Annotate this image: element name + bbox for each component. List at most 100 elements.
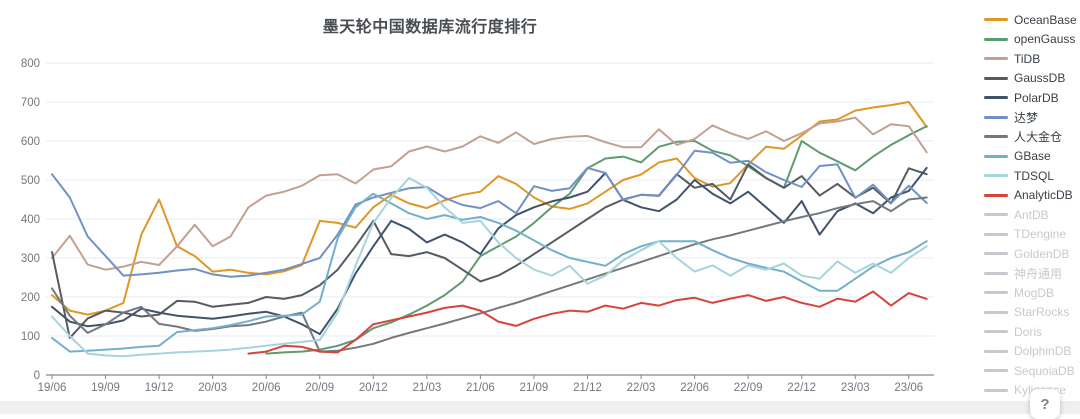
legend-item-PolarDB[interactable]: PolarDB	[984, 88, 1080, 108]
legend-label: StarRocks	[1014, 305, 1070, 320]
legend-item-TDengine[interactable]: TDengine	[984, 225, 1080, 245]
popularity-line-chart: 墨天轮中国数据库流行度排行 0 100 200 300 400 500 600 700 800 1…	[21, 19, 934, 394]
legend-item-GBase[interactable]: GBase	[984, 147, 1080, 167]
legend-label: GoldenDB	[1014, 246, 1070, 261]
legend-item-Doris[interactable]: Doris	[984, 322, 1080, 342]
x-axis-tick-label: 22/06	[680, 382, 709, 394]
legend-label: OceanBase	[1014, 12, 1077, 27]
legend-label: MogDB	[1014, 285, 1055, 300]
legend-label: DolphinDB	[1014, 344, 1072, 359]
legend-item-OceanBase[interactable]: OceanBase	[984, 10, 1080, 30]
legend-swatch	[984, 349, 1008, 353]
x-axis-tick-label: 20/12	[359, 382, 388, 394]
legend-swatch	[984, 154, 1008, 158]
legend-swatch	[984, 174, 1008, 178]
legend-item-神舟通用[interactable]: 神舟通用	[984, 264, 1080, 284]
footer-strip	[0, 401, 1080, 414]
legend-item-openGauss[interactable]: openGauss	[984, 30, 1080, 50]
series-line-达梦	[51, 149, 928, 278]
legend-swatch	[984, 57, 1008, 61]
legend-swatch	[984, 37, 1008, 41]
x-axis-tick-label: 23/06	[894, 382, 923, 394]
plot-area: 0 100 200 300 400 500 600 700 800 19/06 19/09 19/12…	[21, 58, 934, 394]
legend-label: SequoiaDB	[1014, 363, 1075, 378]
legend-label: AnalyticDB	[1014, 188, 1073, 203]
y-axis-tick-label: 800	[21, 58, 40, 70]
legend-label: 人大金仓	[1014, 130, 1063, 145]
x-axis-tick-label: 19/12	[145, 382, 174, 394]
legend-swatch	[984, 96, 1008, 100]
y-axis-tick-label: 400	[21, 214, 40, 226]
y-axis-tick-label: 100	[21, 331, 40, 343]
legend-swatch	[984, 271, 1008, 275]
legend-item-TDSQL[interactable]: TDSQL	[984, 166, 1080, 186]
legend-item-SequoiaDB[interactable]: SequoiaDB	[984, 361, 1080, 381]
legend-label: TDengine	[1014, 227, 1067, 242]
legend-label: TiDB	[1014, 51, 1041, 66]
legend-swatch	[984, 18, 1008, 22]
legend-label: TDSQL	[1014, 168, 1055, 183]
series-line-AnalyticDB	[247, 290, 928, 355]
x-axis-tick-label: 20/03	[198, 382, 227, 394]
legend-label: 达梦	[1014, 110, 1039, 125]
legend-swatch	[984, 193, 1008, 197]
series-line-GaussDB	[51, 163, 928, 339]
series-line-OceanBase	[51, 101, 928, 316]
series-line-TDSQL	[51, 177, 928, 358]
legend-item-GoldenDB[interactable]: GoldenDB	[984, 244, 1080, 264]
legend-swatch	[984, 115, 1008, 119]
legend-label: 神舟通用	[1014, 266, 1063, 281]
chart-title: 墨天轮中国数据库流行度排行	[322, 19, 538, 36]
x-axis-tick-label: 22/03	[627, 382, 656, 394]
legend-swatch	[984, 232, 1008, 236]
legend-swatch	[984, 310, 1008, 314]
legend-item-DolphinDB[interactable]: DolphinDB	[984, 342, 1080, 362]
legend-swatch	[984, 369, 1008, 373]
legend-label: GaussDB	[1014, 71, 1066, 86]
legend-swatch	[984, 388, 1008, 392]
legend-label: GBase	[1014, 149, 1051, 164]
y-axis-tick-label: 0	[34, 370, 40, 382]
y-axis-tick-label: 700	[21, 97, 40, 109]
x-axis-tick-label: 21/12	[573, 382, 602, 394]
y-axis-tick-label: 200	[21, 292, 40, 304]
legend-item-人大金仓[interactable]: 人大金仓	[984, 127, 1080, 147]
chart-legend: OceanBase openGauss TiDB GaussDB PolarDB 达梦人大…	[984, 10, 1080, 402]
legend-swatch	[984, 213, 1008, 217]
legend-swatch	[984, 252, 1008, 256]
x-axis-tick-label: 22/09	[734, 382, 763, 394]
help-button[interactable]: ?	[1030, 389, 1060, 419]
legend-swatch	[984, 330, 1008, 334]
legend-item-TiDB[interactable]: TiDB	[984, 49, 1080, 69]
x-axis-tick-label: 20/09	[305, 382, 334, 394]
x-axis-tick-label: 23/03	[841, 382, 870, 394]
legend-label: PolarDB	[1014, 90, 1059, 105]
series-line-PolarDB	[51, 166, 928, 336]
legend-swatch	[984, 76, 1008, 80]
x-axis-tick-label: 21/03	[412, 382, 441, 394]
x-axis-tick-label: 22/12	[787, 382, 816, 394]
x-axis-tick-label: 19/06	[38, 382, 67, 394]
legend-swatch	[984, 291, 1008, 295]
x-axis-tick-label: 19/09	[91, 382, 120, 394]
legend-item-AnalyticDB[interactable]: AnalyticDB	[984, 186, 1080, 206]
series-line-GBase	[51, 192, 928, 353]
legend-item-达梦[interactable]: 达梦	[984, 108, 1080, 128]
x-axis-tick-label: 21/06	[466, 382, 495, 394]
legend-item-AntDB[interactable]: AntDB	[984, 205, 1080, 225]
legend-item-StarRocks[interactable]: StarRocks	[984, 303, 1080, 323]
y-axis-tick-label: 500	[21, 175, 40, 187]
legend-label: Doris	[1014, 324, 1043, 339]
legend-item-MogDB[interactable]: MogDB	[984, 283, 1080, 303]
series-line-TiDB	[51, 116, 928, 271]
y-axis-tick-label: 600	[21, 136, 40, 148]
legend-label: openGauss	[1014, 32, 1076, 47]
legend-swatch	[984, 135, 1008, 139]
x-axis-tick-label: 20/06	[252, 382, 281, 394]
legend-label: AntDB	[1014, 207, 1049, 222]
y-axis-tick-label: 300	[21, 253, 40, 265]
x-axis-tick-label: 21/09	[520, 382, 549, 394]
series-line-openGauss	[265, 125, 928, 355]
legend-item-GaussDB[interactable]: GaussDB	[984, 69, 1080, 89]
